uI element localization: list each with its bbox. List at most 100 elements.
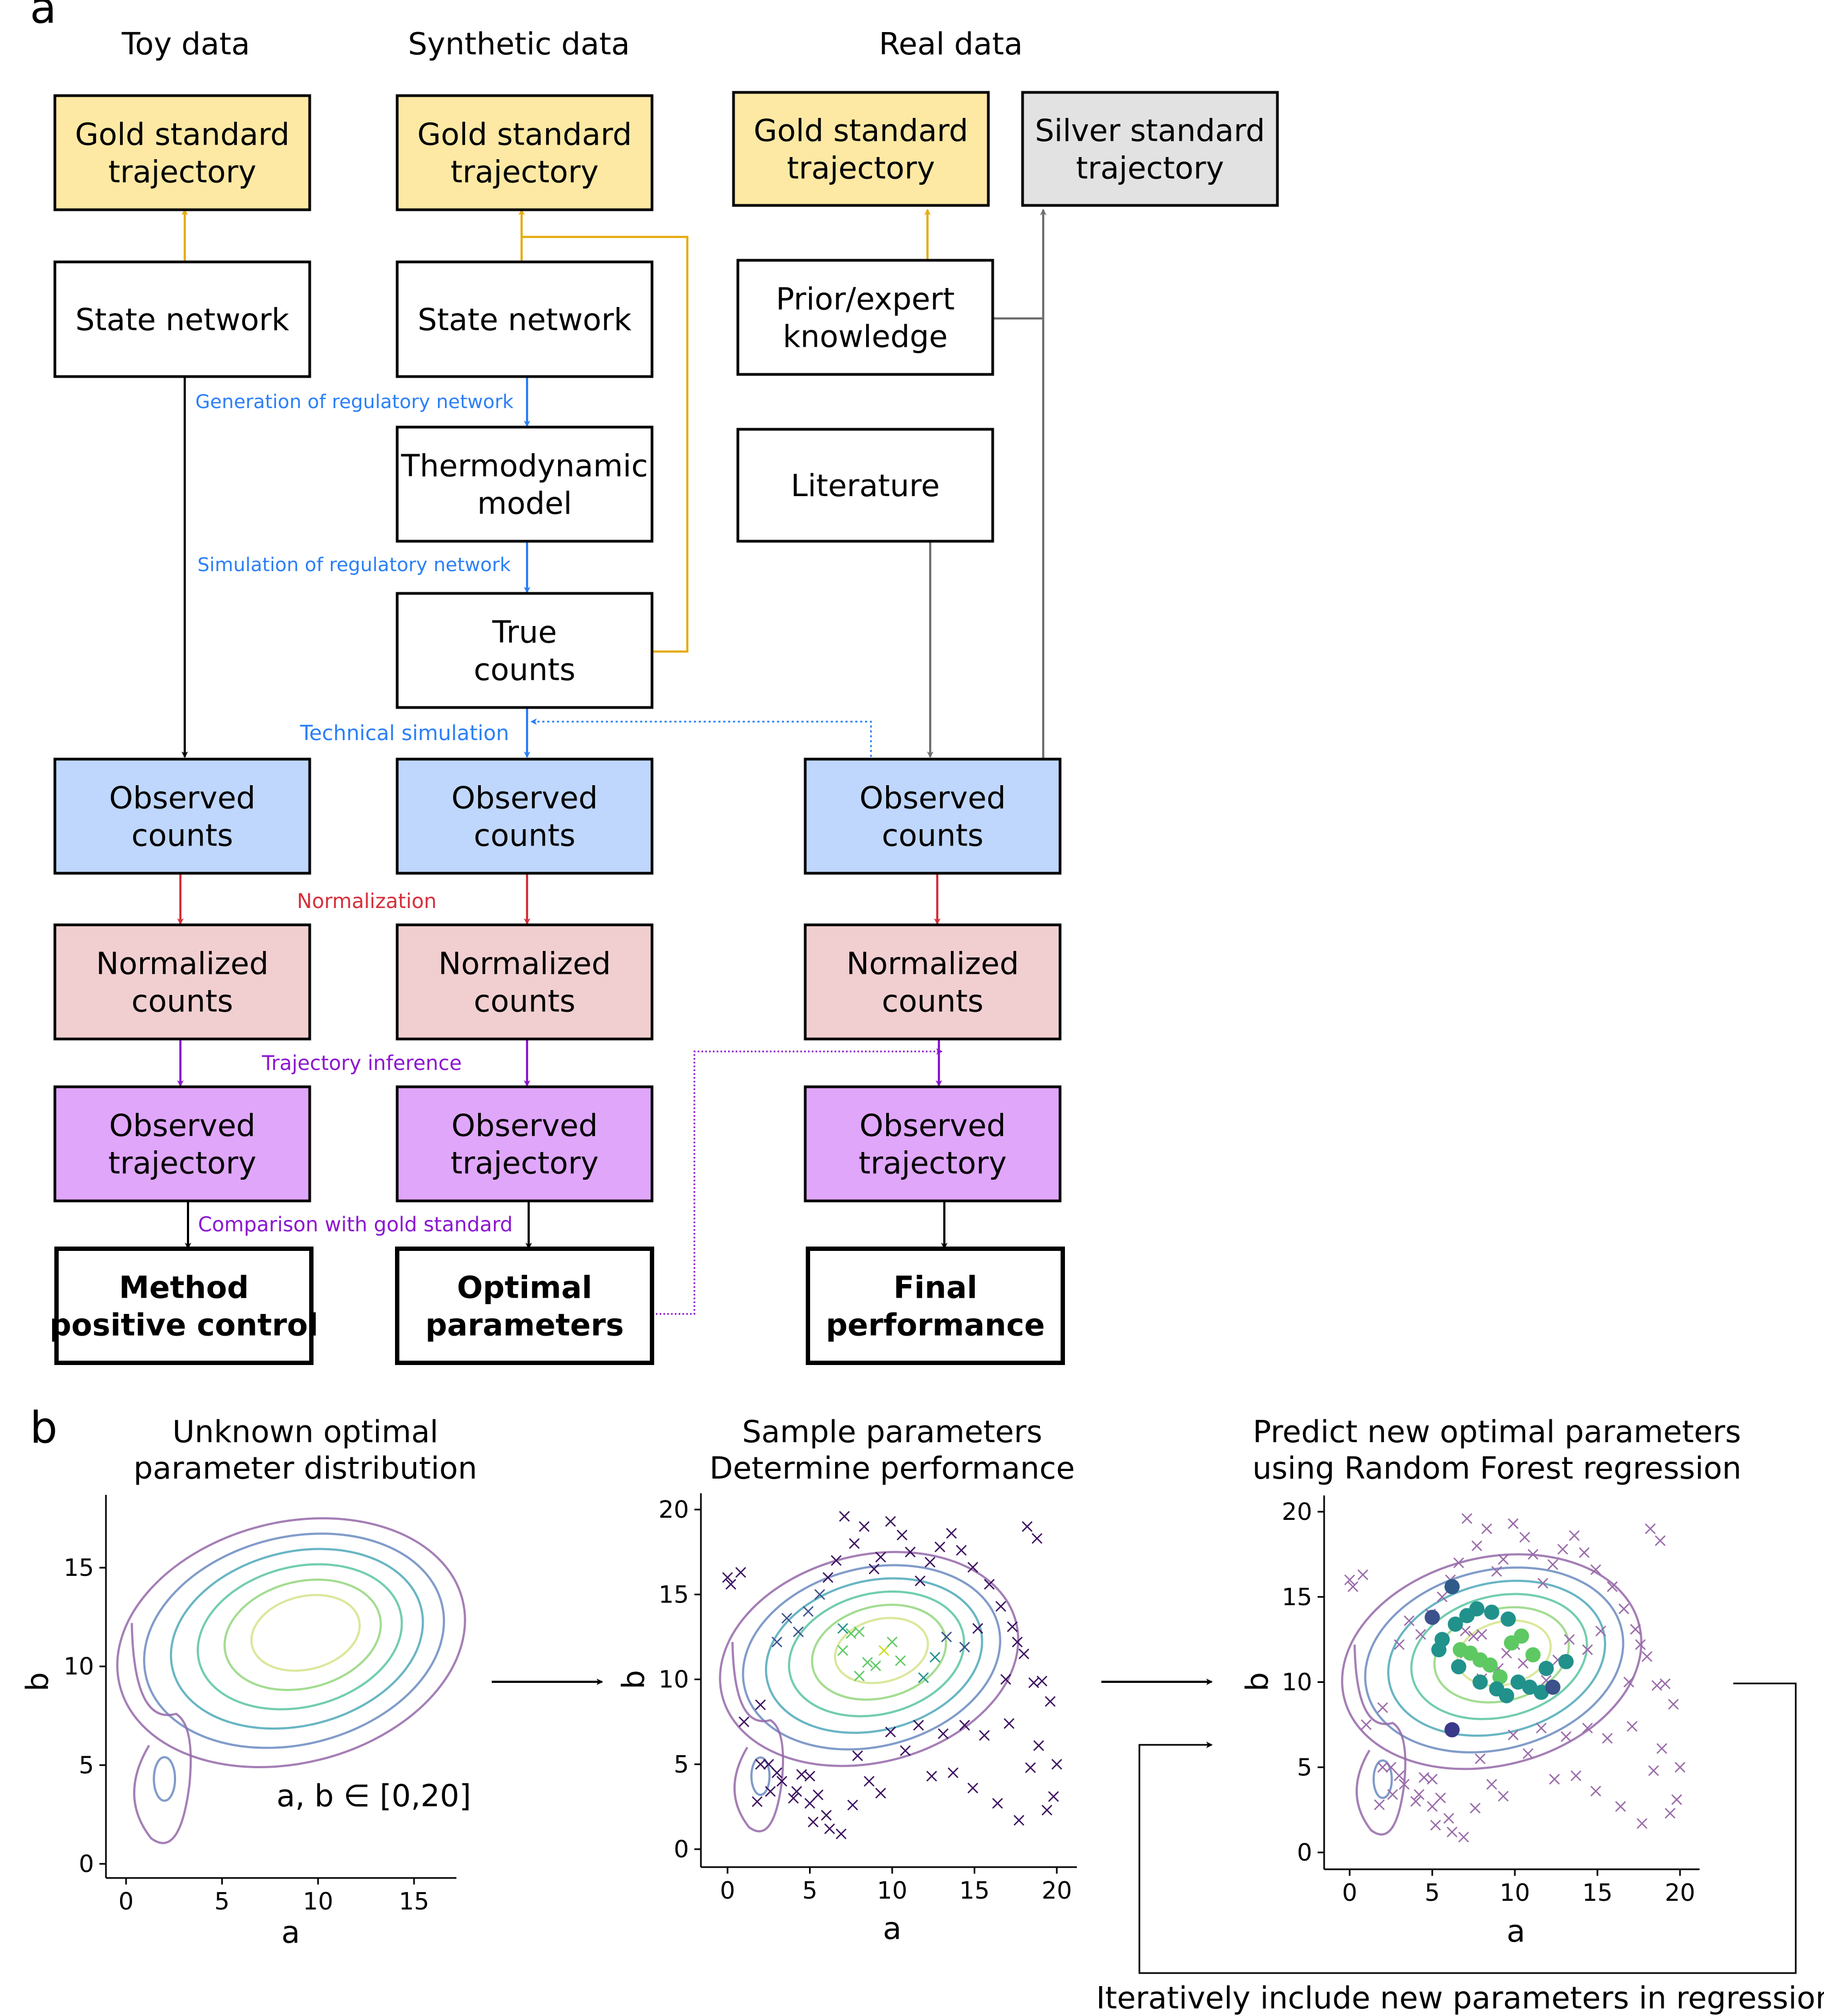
box-toy-trajectory-text: Observed xyxy=(109,1109,255,1144)
box-toy-gold-text: Gold standard xyxy=(75,117,290,153)
plot1: 0 5 10 15 0 5 10 15 a, b ∈ [0,20] a b xyxy=(20,1495,471,1950)
sample-point xyxy=(772,1767,782,1779)
box-syn-observed-text: counts xyxy=(474,818,575,854)
y-tick-label: 10 xyxy=(1282,1669,1312,1696)
box-real-gold-text: Gold standard xyxy=(754,114,968,149)
sample-point xyxy=(929,1651,941,1663)
plot1-ticks: 0 5 10 15 0 5 10 15 xyxy=(64,1554,429,1915)
sample-point xyxy=(1387,1789,1398,1800)
column-title-toy: Toy data xyxy=(121,27,250,62)
sample-point xyxy=(837,1645,848,1656)
connectors xyxy=(177,209,1046,1315)
sample-point xyxy=(836,1828,847,1839)
sample-point xyxy=(924,1556,936,1568)
box-real-observed-text: Observed xyxy=(860,781,1006,816)
sample-point xyxy=(1018,1648,1030,1660)
box-real-observed-rect xyxy=(804,757,1062,875)
y-tick-label: 15 xyxy=(659,1581,689,1608)
sample-point xyxy=(751,1796,763,1807)
plot3-title-line2: using Random Forest regression xyxy=(1252,1451,1741,1486)
sample-point xyxy=(1595,1625,1606,1637)
sample-point xyxy=(979,1730,990,1741)
box-syn-normalized-rect xyxy=(396,923,654,1041)
box-toy-normalized-text: Normalized xyxy=(96,947,269,982)
sample-point xyxy=(1051,1758,1062,1770)
box-real-observed-text: counts xyxy=(882,818,983,854)
box-syn-gold-rect xyxy=(396,94,654,211)
box-syn-observed-text: Observed xyxy=(452,781,598,816)
plot1-contours xyxy=(116,1517,466,1844)
sample-point xyxy=(837,1623,848,1634)
box-toy-observed-rect xyxy=(53,757,311,875)
plot3-ylabel: b xyxy=(1240,1672,1275,1692)
sample-point xyxy=(1569,1530,1580,1541)
sample-point xyxy=(735,1567,747,1578)
sample-point xyxy=(725,1579,736,1590)
box-toy-trajectory-text: trajectory xyxy=(108,1146,256,1181)
sample-point xyxy=(804,1798,816,1809)
sample-point xyxy=(831,1555,842,1566)
sample-point xyxy=(1497,1790,1509,1802)
x-tick-label: 5 xyxy=(803,1877,818,1905)
x-tick-label: 20 xyxy=(1665,1879,1695,1907)
sample-point xyxy=(804,1770,816,1782)
annotation-generation: Generation of regulatory network xyxy=(196,391,514,413)
x-tick-label: 10 xyxy=(303,1888,333,1915)
box-toy-normalized-rect xyxy=(53,923,311,1041)
box-toy-result-text: positive control xyxy=(49,1308,318,1343)
sample-point xyxy=(1570,1770,1582,1781)
sample-point xyxy=(897,1529,908,1541)
sample-point xyxy=(1664,1808,1676,1819)
sample-point xyxy=(1508,1518,1519,1529)
sample-point xyxy=(791,1786,803,1797)
sample-point xyxy=(1446,1826,1458,1838)
contour-tail-inner xyxy=(750,1756,771,1796)
plot1-note: a, b ∈ [0,20] xyxy=(277,1779,471,1814)
sample-point xyxy=(1527,1549,1539,1560)
predicted-point xyxy=(1499,1688,1514,1704)
sample-point xyxy=(1041,1805,1052,1816)
sample-point xyxy=(1344,1574,1355,1586)
sample-point xyxy=(918,1672,929,1683)
sample-point xyxy=(905,1547,916,1558)
sample-point xyxy=(875,1551,886,1563)
box-syn-thermo-text: Thermodynamic xyxy=(400,449,648,484)
annotation-technical: Technical simulation xyxy=(299,721,509,745)
x-tick-label: 15 xyxy=(1582,1879,1613,1907)
contour-level xyxy=(764,1577,983,1734)
sample-point xyxy=(845,1628,857,1639)
sample-point xyxy=(1386,1762,1396,1773)
sample-point xyxy=(863,1776,875,1787)
plot1-ylabel: b xyxy=(20,1672,55,1692)
contour-level xyxy=(833,1617,929,1685)
sample-point xyxy=(854,1626,865,1637)
y-tick-label: 5 xyxy=(674,1751,689,1779)
sample-point xyxy=(781,1613,792,1624)
sample-point xyxy=(1645,1523,1656,1535)
box-real-literature-text: Literature xyxy=(791,468,939,504)
sample-point xyxy=(764,1786,776,1797)
sample-point xyxy=(1004,1718,1015,1729)
sample-point xyxy=(1361,1719,1372,1730)
sample-point xyxy=(755,1758,766,1770)
sample-point xyxy=(959,1719,970,1731)
predicted-point xyxy=(1482,1657,1498,1673)
sample-point xyxy=(983,1579,995,1590)
box-toy-result-rect xyxy=(54,1247,314,1365)
sample-point xyxy=(1471,1540,1482,1551)
sample-point xyxy=(992,1798,1003,1809)
sample-point xyxy=(1547,1559,1558,1570)
y-tick-label: 15 xyxy=(64,1554,94,1582)
contour-level xyxy=(143,1532,446,1749)
box-real-silver-text: trajectory xyxy=(1076,151,1224,186)
predicted-point xyxy=(1538,1661,1554,1676)
predicted-point xyxy=(1503,1635,1519,1651)
sample-point xyxy=(875,1787,886,1799)
box-syn-true-text: counts xyxy=(474,653,575,688)
